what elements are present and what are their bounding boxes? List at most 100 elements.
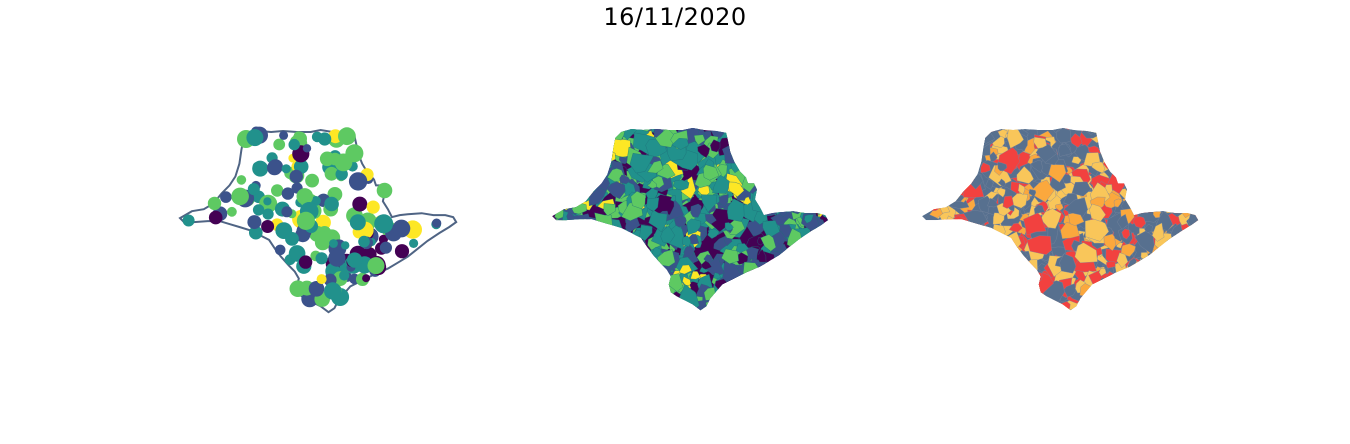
municipality-area: [579, 141, 593, 158]
municipality-point: [346, 252, 363, 268]
municipality-area: [1165, 293, 1191, 311]
municipality-area: [1189, 235, 1199, 249]
municipality-area: [767, 176, 780, 191]
municipality-area: [1139, 264, 1156, 289]
municipality-area: [552, 165, 556, 175]
municipality-area: [637, 288, 651, 302]
municipality-area: [1158, 156, 1177, 180]
municipality-area: [801, 128, 821, 143]
municipality-area: [1189, 136, 1199, 152]
municipality-area: [1167, 299, 1181, 311]
municipality-area: [794, 160, 806, 171]
municipality-area: [710, 128, 729, 141]
municipality-area: [646, 197, 660, 212]
municipality-area: [1154, 249, 1175, 267]
municipality-area: [977, 245, 998, 263]
municipality-area: [971, 267, 982, 277]
municipality-area: [929, 287, 942, 301]
municipality-area: [776, 288, 789, 302]
municipality-area: [1136, 142, 1148, 156]
municipality-area: [970, 266, 981, 278]
municipality-area: [552, 179, 560, 199]
municipality-area: [804, 204, 813, 212]
municipality-area: [996, 187, 1006, 198]
municipality-area: [552, 200, 563, 210]
municipality-area: [581, 235, 601, 261]
municipality-area: [1139, 262, 1150, 271]
municipality-area: [927, 276, 934, 285]
municipality-area: [553, 237, 571, 260]
municipality-area: [1122, 130, 1147, 150]
municipality-area: [552, 270, 567, 290]
municipality-area: [552, 295, 559, 304]
municipality-area: [748, 163, 762, 177]
municipality-area: [994, 273, 1015, 291]
municipality-area: [1160, 177, 1175, 194]
municipality-area: [575, 140, 593, 161]
municipality-point: [338, 127, 356, 146]
municipality-area: [818, 194, 829, 209]
municipality-area: [607, 138, 632, 158]
municipality-area: [749, 304, 769, 311]
municipality-area: [1134, 270, 1151, 288]
municipality-area: [552, 271, 564, 285]
municipality-area: [997, 265, 1013, 282]
municipality-area: [1165, 157, 1176, 168]
municipality-area: [1097, 278, 1113, 298]
municipality-area: [1000, 262, 1015, 274]
municipality-area: [1151, 299, 1161, 309]
municipality-area: [809, 232, 821, 246]
municipality-area: [758, 290, 771, 304]
municipality-area: [552, 233, 575, 256]
municipality-area: [956, 226, 970, 245]
municipality-area: [959, 276, 980, 298]
municipality-area: [940, 261, 952, 270]
municipality-area: [579, 161, 588, 173]
municipality-area: [639, 224, 653, 242]
municipality-area: [787, 147, 803, 171]
municipality-area: [772, 151, 785, 167]
municipality-area: [660, 225, 676, 244]
municipality-area: [581, 299, 599, 311]
municipality-area: [713, 298, 729, 311]
municipality-area: [595, 150, 613, 168]
municipality-area: [819, 167, 829, 180]
municipality-area: [814, 157, 829, 177]
municipality-area: [927, 266, 943, 285]
municipality-area: [744, 155, 768, 180]
municipality-area: [937, 151, 952, 171]
choropleth-map: [552, 128, 829, 311]
municipality-area: [922, 281, 939, 304]
municipality-area: [951, 276, 968, 301]
municipality-area: [781, 139, 800, 157]
municipality-area: [1155, 269, 1176, 290]
municipality-point: [246, 129, 264, 147]
municipality-area: [925, 128, 947, 138]
municipality-area: [660, 280, 669, 289]
municipality-area: [768, 195, 780, 208]
municipality-area: [1126, 175, 1143, 195]
municipality-area: [942, 182, 952, 191]
municipality-area: [1165, 134, 1191, 158]
municipality-area: [1118, 283, 1132, 297]
municipality-area: [1002, 242, 1018, 257]
municipality-area: [743, 153, 765, 175]
municipality-area: [1126, 130, 1152, 156]
municipality-area: [1018, 183, 1026, 195]
municipality-area: [552, 219, 561, 244]
municipality-area: [575, 287, 597, 306]
municipality-area: [786, 185, 802, 202]
municipality-area: [941, 294, 964, 311]
municipality-area: [810, 128, 829, 153]
municipality-area: [1178, 236, 1197, 261]
municipality-area: [1121, 228, 1131, 240]
municipality-area: [732, 301, 751, 311]
municipality-point: [296, 188, 314, 205]
municipality-area: [814, 252, 829, 269]
municipality-area: [751, 132, 770, 155]
municipality-area: [954, 128, 977, 142]
municipality-area: [1059, 253, 1077, 274]
municipality-area: [1150, 141, 1161, 155]
municipality-area: [1089, 203, 1106, 222]
